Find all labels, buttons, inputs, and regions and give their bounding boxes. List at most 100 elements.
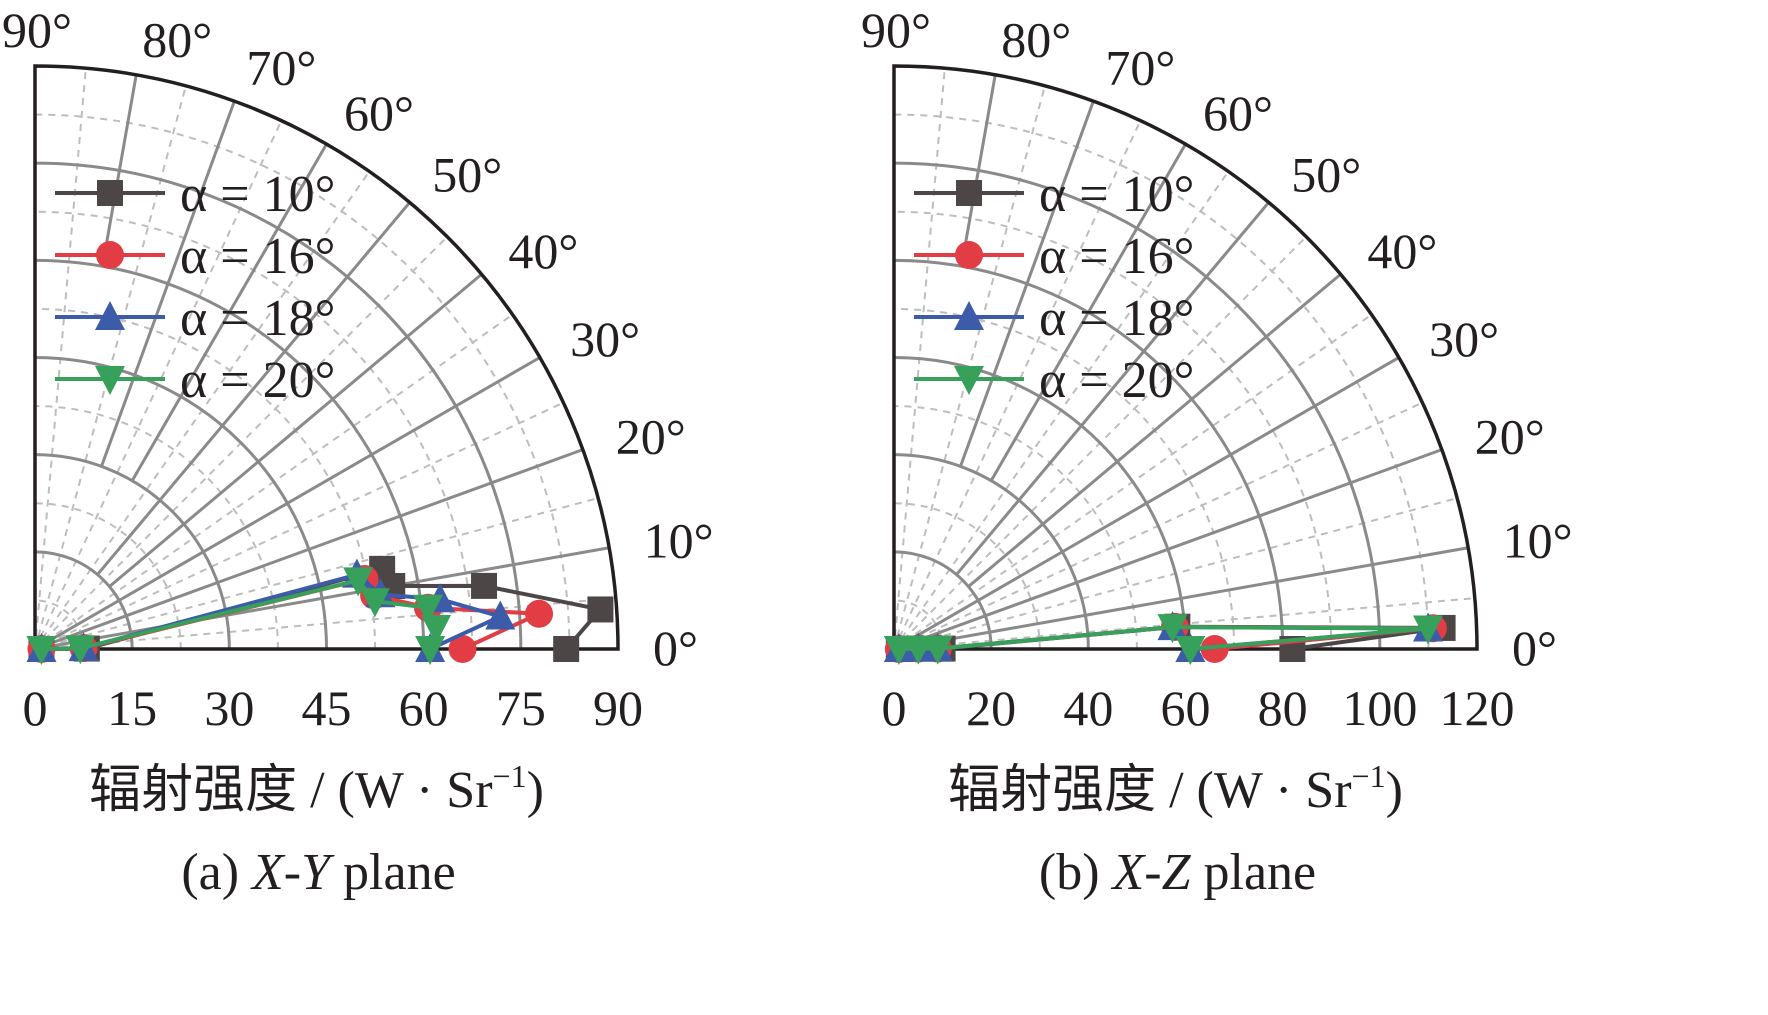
panel-xz-plane: 0° 10° 20° 30° 40°50° 60° 70° 80° 90° 0 20 40 60 80 10… xyxy=(861,2,1573,901)
grid-spoke-major xyxy=(894,448,1443,649)
radial-tick-label: 20 xyxy=(966,680,1016,736)
grid-arc-major xyxy=(35,258,426,649)
data-point xyxy=(553,636,580,662)
radial-tick-label: 120 xyxy=(1440,680,1515,736)
radial-tick-label: 60 xyxy=(399,680,449,736)
grid-arc-minor xyxy=(35,405,279,649)
angle-tick-label: 10° xyxy=(644,513,714,569)
legend-label: α = 20° xyxy=(180,352,335,409)
legend-marker xyxy=(97,180,123,206)
angle-tick-label: 70° xyxy=(1105,39,1175,95)
angle-tick-label: 0° xyxy=(1512,620,1557,676)
radial-tick-label: 80 xyxy=(1258,680,1308,736)
polar-frame xyxy=(892,64,1479,651)
data-point xyxy=(471,572,498,599)
data-point xyxy=(448,635,477,663)
legend-label: α = 16° xyxy=(180,228,335,285)
angle-tick-label: 20° xyxy=(616,409,686,465)
grid-arc-major xyxy=(894,550,993,649)
legend-marker xyxy=(96,241,124,269)
x-axis-label-text: 辐射强度 / (W · Sr xyxy=(89,762,492,819)
radial-tick-labels: 0 15 30 45 60 75 90 xyxy=(23,680,644,736)
caption-plane: X-Z xyxy=(1111,844,1192,901)
legend-label: α = 10° xyxy=(1039,166,1194,223)
grid-arc-major xyxy=(894,161,1382,649)
grid-arc-major xyxy=(35,356,328,649)
legend-label: α = 20° xyxy=(1039,352,1194,409)
angle-tick-label: 10° xyxy=(1503,513,1573,569)
radial-tick-label: 30 xyxy=(204,680,254,736)
angle-tick-label: 50° xyxy=(1291,147,1361,203)
radial-tick-label: 40 xyxy=(1063,680,1113,736)
data-point xyxy=(883,636,914,665)
caption-prefix: (a) xyxy=(181,844,252,901)
x-axis-label: 辐射强度 / (W · Sr−1) xyxy=(89,758,544,819)
grid-arc-major xyxy=(35,550,134,649)
caption-suffix: plane xyxy=(330,844,456,901)
grid-spoke-major xyxy=(955,201,1270,576)
radial-tick-label: 0 xyxy=(23,680,48,736)
grid-spoke-major xyxy=(959,100,1095,467)
x-axis-label-text: 辐射强度 / (W · Sr xyxy=(948,762,1351,819)
grid-spoke-major xyxy=(35,546,610,649)
data-point xyxy=(587,596,614,623)
grid-arc-major xyxy=(894,258,1285,649)
legend-marker xyxy=(95,366,125,395)
angle-labels: 0° 10° 20° 30° 40°50° 60° 70° 80° 90° xyxy=(861,2,1573,676)
radial-tick-label: 0 xyxy=(882,680,907,736)
legend-marker xyxy=(955,241,983,269)
caption-prefix: (b) xyxy=(1039,844,1113,901)
grid-spoke-major xyxy=(35,356,541,649)
grid-spoke-major xyxy=(96,201,411,576)
angle-tick-label: 30° xyxy=(570,311,640,367)
data-point xyxy=(485,600,516,630)
data-point xyxy=(1413,615,1444,645)
legend-label: α = 16° xyxy=(1039,228,1194,285)
panel-caption: (a) X-Y plane xyxy=(181,844,455,901)
grid-spoke-major xyxy=(108,273,483,588)
grid-spoke-major xyxy=(967,273,1342,588)
data-point xyxy=(343,567,374,597)
grid-arc-minor xyxy=(35,599,85,649)
radial-tick-label: 45 xyxy=(302,680,352,736)
angle-tick-label: 80° xyxy=(142,11,212,67)
data-point xyxy=(412,594,443,624)
data-point xyxy=(1200,635,1229,663)
grid-spoke-major xyxy=(130,143,328,482)
grid-arc-major xyxy=(35,161,523,649)
angle-tick-label: 60° xyxy=(1203,85,1273,141)
data-point xyxy=(1175,636,1206,665)
grid-arc-minor xyxy=(894,210,1333,649)
data-point xyxy=(359,588,390,618)
x-axis-label-close: ) xyxy=(527,762,544,819)
panel-caption: (b) X-Z plane xyxy=(1039,844,1316,901)
angle-tick-label: 70° xyxy=(246,39,316,95)
data-point xyxy=(415,636,446,665)
panel-xy-plane: 0° 10° 20° 30° 40°50° 60° 70° 80° 90° 0 15 30 45 60 75… xyxy=(2,2,714,901)
grid-spoke-major xyxy=(101,74,138,267)
grid-spoke-major xyxy=(894,546,1469,649)
data-point xyxy=(26,636,57,665)
legend-label: α = 18° xyxy=(1039,290,1194,347)
legend-label: α = 10° xyxy=(180,166,335,223)
data-point xyxy=(525,599,554,628)
polar-grid xyxy=(35,68,616,649)
grid-arc-minor xyxy=(894,502,1041,649)
radial-tick-label: 90 xyxy=(593,680,643,736)
x-axis-label-sup: −1 xyxy=(1352,758,1386,794)
grid-arc-major xyxy=(894,453,1090,649)
grid-arc-major xyxy=(894,356,1187,649)
angle-tick-label: 40° xyxy=(1367,223,1437,279)
x-axis-label: 辐射强度 / (W · Sr−1) xyxy=(948,758,1403,819)
caption-suffix: plane xyxy=(1191,844,1317,901)
series-4 xyxy=(26,567,452,665)
x-axis-label-sup: −1 xyxy=(493,758,527,794)
angle-tick-label: 50° xyxy=(432,147,502,203)
grid-arc-minor xyxy=(894,405,1138,649)
x-axis-label-close: ) xyxy=(1386,762,1403,819)
angle-tick-label: 60° xyxy=(344,85,414,141)
polar-frame xyxy=(33,64,620,651)
legend-label: α = 18° xyxy=(180,290,335,347)
legend: α = 10°α = 16°α = 18°α = 20° xyxy=(55,166,335,409)
